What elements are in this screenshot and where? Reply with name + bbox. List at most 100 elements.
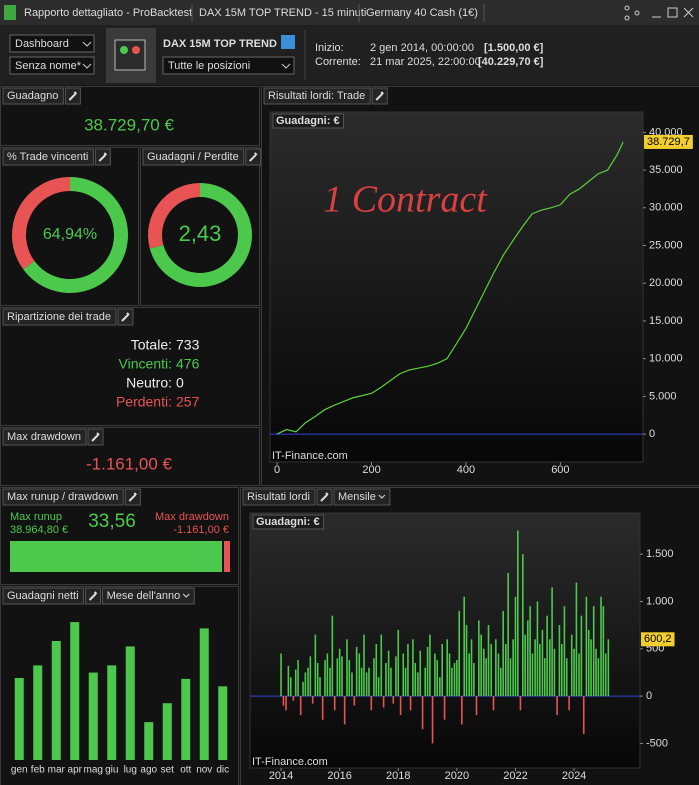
dropdown-arrow xyxy=(281,63,291,69)
bar xyxy=(431,696,434,744)
edit-icon[interactable] xyxy=(281,35,295,49)
y-tick-label: 5.000 xyxy=(649,390,677,402)
dropdown-box[interactable] xyxy=(162,56,295,75)
dropdown[interactable]: Dashboard xyxy=(9,34,95,53)
bar xyxy=(125,646,135,760)
panel xyxy=(0,307,260,426)
bar xyxy=(385,662,387,697)
tab[interactable]: Germany 40 Cash (1€) xyxy=(366,7,478,19)
y-tick-label: 25.000 xyxy=(649,239,683,251)
bar xyxy=(351,672,353,697)
bar xyxy=(461,696,463,725)
dropdown[interactable]: Tutte le posizioni xyxy=(162,56,295,75)
bar xyxy=(468,653,470,697)
dropdown-label[interactable]: Senza nome* xyxy=(15,60,82,72)
x-tick-label: dic xyxy=(216,765,229,776)
share xyxy=(624,15,630,21)
y-tick-label: 0 xyxy=(646,690,652,702)
dropdown-box[interactable] xyxy=(333,488,391,506)
dropdown-label[interactable]: Dashboard xyxy=(15,38,69,50)
bar xyxy=(331,615,334,697)
gain-value: 38.729,70 € xyxy=(84,115,174,134)
bar xyxy=(353,696,356,706)
x-tick-label: 600 xyxy=(551,464,569,476)
bar xyxy=(463,596,465,697)
tab[interactable]: DAX 15M TOP TREND - 15 minuti xyxy=(199,7,366,19)
bar xyxy=(417,672,419,697)
bar xyxy=(517,530,519,697)
bar xyxy=(443,696,446,720)
app-icon xyxy=(4,5,16,20)
trade-label: Perdenti: xyxy=(116,394,172,410)
y-tick-label: 20.000 xyxy=(649,277,683,289)
backtest-icon xyxy=(114,39,146,71)
bar xyxy=(365,672,368,697)
bar xyxy=(302,681,304,697)
dropdown-label[interactable]: Mensile xyxy=(338,491,376,503)
x-tick-label: 2016 xyxy=(327,770,351,782)
bar xyxy=(543,658,546,697)
bar xyxy=(307,667,309,697)
backtest-icon xyxy=(120,46,128,54)
maximize[interactable] xyxy=(667,7,678,18)
bar xyxy=(392,696,395,704)
panel-title: Guadagni netti xyxy=(7,590,79,602)
bar xyxy=(456,660,458,697)
share[interactable] xyxy=(624,5,630,11)
bar xyxy=(199,628,209,760)
wrench-icon xyxy=(98,152,108,162)
bar xyxy=(397,629,400,697)
panel-header xyxy=(2,87,64,105)
bar xyxy=(373,658,375,697)
x-tick-label: ott xyxy=(180,765,191,776)
bar xyxy=(329,667,331,697)
close[interactable] xyxy=(683,7,694,18)
bar xyxy=(368,667,370,697)
info-value: [1.500,00 €] xyxy=(484,42,544,54)
bar xyxy=(107,665,117,760)
bar xyxy=(500,667,502,697)
bar xyxy=(380,634,383,697)
bar xyxy=(426,646,429,697)
bar xyxy=(563,606,566,697)
bar xyxy=(421,696,424,730)
bar xyxy=(485,658,487,697)
bar xyxy=(311,696,314,704)
bar xyxy=(585,596,588,697)
panel-title: % Trade vincenti xyxy=(7,151,88,163)
bar xyxy=(492,696,495,711)
dropdown-box[interactable] xyxy=(9,56,95,75)
bar xyxy=(560,644,563,697)
bar xyxy=(446,639,448,697)
dropdown-box[interactable] xyxy=(9,34,95,53)
equity-line xyxy=(276,141,624,435)
bar xyxy=(181,678,191,760)
panel-header xyxy=(2,148,94,166)
last-value-tag xyxy=(641,632,675,647)
bar xyxy=(451,667,453,697)
info-value: [40.229,70 €] xyxy=(478,56,544,68)
bar xyxy=(568,696,570,711)
x-tick-label: feb xyxy=(31,765,45,776)
bar xyxy=(404,667,407,697)
y-tick-label: 1.500 xyxy=(646,548,674,560)
bar xyxy=(377,677,380,697)
dropdown-label[interactable]: Tutte le posizioni xyxy=(168,60,250,72)
runup-label: Max runup xyxy=(10,511,62,523)
x-tick-label: set xyxy=(161,765,175,776)
x-tick-label: 2018 xyxy=(386,770,410,782)
bar xyxy=(346,639,348,697)
dropdown-box[interactable] xyxy=(102,587,195,605)
bar xyxy=(348,660,351,697)
bar xyxy=(429,634,431,697)
bar xyxy=(326,653,329,697)
dropdown[interactable]: Senza nome* xyxy=(9,56,95,75)
trade-value: 257 xyxy=(176,394,200,410)
dropdown-arrow xyxy=(82,63,92,69)
panel-title: Max runup / drawdown xyxy=(7,491,118,503)
bar xyxy=(341,656,343,697)
window-controls[interactable] xyxy=(624,5,694,21)
dropdown-label[interactable]: Mese dell'anno xyxy=(107,590,181,602)
